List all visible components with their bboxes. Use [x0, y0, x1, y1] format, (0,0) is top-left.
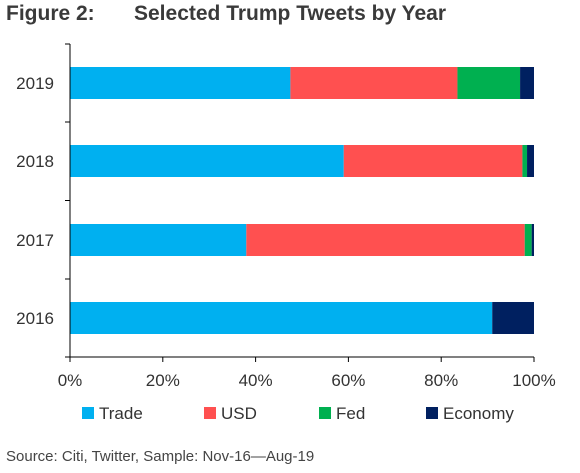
legend-swatch-trade [82, 407, 94, 419]
bar-segment-economy-2017 [531, 224, 534, 256]
legend-swatch-fed [319, 407, 331, 419]
legend-swatch-usd [204, 407, 216, 419]
bar-segment-fed-2017 [524, 224, 532, 256]
title-text: Selected Trump Tweets by Year [134, 2, 447, 25]
category-label-2018: 2018 [16, 152, 54, 171]
category-label-2017: 2017 [16, 231, 54, 250]
legend-label-economy: Economy [443, 404, 514, 423]
x-tick-label-0: 0% [58, 371, 83, 390]
category-label-2019: 2019 [16, 74, 54, 93]
x-tick-label-2: 40% [239, 371, 273, 390]
legend-label-fed: Fed [336, 404, 365, 423]
figure-label: Figure 2: [6, 2, 95, 25]
bar-segment-fed-2018 [522, 145, 528, 177]
bar-segment-usd-2017 [246, 224, 525, 256]
bar-segment-trade-2017 [70, 224, 247, 256]
bar-segment-economy-2019 [520, 67, 534, 99]
x-tick-label-5: 100% [512, 371, 555, 390]
bar-segment-economy-2018 [527, 145, 534, 177]
bar-segment-trade-2018 [70, 145, 344, 177]
source-note: Source: Citi, Twitter, Sample: Nov-16—Au… [6, 448, 315, 465]
category-label-2016: 2016 [16, 309, 54, 328]
legend-swatch-economy [426, 407, 438, 419]
bar-segment-usd-2018 [343, 145, 523, 177]
bar-segment-usd-2019 [290, 67, 458, 99]
bar-segment-fed-2019 [457, 67, 521, 99]
x-tick-label-3: 60% [331, 371, 365, 390]
bar-segment-trade-2019 [70, 67, 291, 99]
bar-segment-economy-2016 [492, 302, 534, 334]
x-tick-label-1: 20% [146, 371, 180, 390]
bar-segment-trade-2016 [70, 302, 493, 334]
chart-title: Figure 2: Selected Trump Tweets by Year [6, 2, 446, 26]
legend-label-trade: Trade [99, 404, 143, 423]
x-tick-label-4: 80% [424, 371, 458, 390]
legend-label-usd: USD [221, 404, 257, 423]
